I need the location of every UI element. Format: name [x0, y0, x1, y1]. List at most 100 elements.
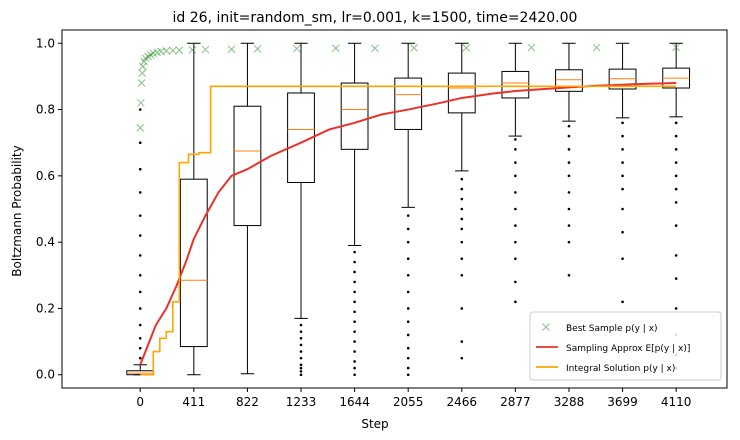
outlier-point	[621, 161, 624, 164]
outlier-point	[138, 254, 142, 257]
outlier-point	[514, 240, 517, 244]
x-tick-label: 4110	[661, 395, 692, 409]
y-tick-label: 0.4	[36, 235, 55, 249]
outlier-point	[514, 207, 517, 211]
outlier-point	[567, 124, 571, 128]
outlier-point	[567, 148, 571, 151]
outlier-point	[406, 373, 410, 377]
best-sample-point	[592, 43, 601, 52]
outlier-point	[138, 167, 142, 171]
x-tick-label: 2466	[447, 395, 478, 409]
legend-label-best-sample: Best Sample p(y | x)	[566, 324, 658, 334]
y-tick-label: 0.8	[36, 103, 55, 117]
box	[233, 105, 262, 227]
best-sample-point	[527, 43, 536, 52]
outlier-point	[514, 257, 517, 261]
best-sample-point	[462, 44, 471, 52]
boxplot	[501, 42, 530, 137]
outlier-point	[621, 207, 624, 211]
outlier-point	[674, 307, 678, 310]
outlier-point	[406, 227, 410, 231]
boxplot	[662, 42, 691, 118]
best-sample-point	[168, 46, 177, 55]
boxplot	[555, 42, 583, 122]
outlier-point	[299, 323, 303, 327]
best-sample-point	[292, 44, 301, 53]
outlier-point	[567, 161, 571, 164]
outlier-point	[674, 224, 678, 227]
boxplot	[126, 364, 155, 376]
x-axis-label: Step	[361, 417, 388, 431]
best-sample-point	[410, 44, 418, 52]
outlier-point	[674, 254, 678, 257]
outlier-point	[674, 134, 678, 138]
outlier-point	[460, 340, 464, 343]
outlier-point	[567, 207, 571, 211]
outlier-point	[138, 307, 142, 310]
best-sample-point	[136, 123, 145, 132]
outlier-point	[514, 148, 517, 151]
outlier-point	[460, 356, 464, 360]
outlier-point	[299, 373, 303, 377]
outlier-point	[138, 290, 142, 294]
x-axis: 0 411 822 1233 1644 2055 2466 2877 3288 3699 4110	[136, 388, 691, 409]
outlier-point	[406, 257, 410, 261]
outlier-point	[353, 250, 356, 254]
outlier-point	[406, 346, 410, 350]
x-tick-label: 3288	[554, 395, 585, 409]
outlier-point	[460, 207, 464, 211]
outlier-point	[621, 134, 624, 138]
outlier-point	[138, 191, 142, 194]
outlier-point	[353, 340, 356, 343]
outlier-point	[460, 240, 464, 244]
outlier-point	[299, 366, 303, 370]
boxplot	[179, 42, 208, 376]
outlier-point	[674, 148, 678, 151]
boxplot	[608, 42, 637, 119]
outlier-point	[353, 300, 356, 304]
box	[555, 69, 583, 92]
x-tick-label: 3699	[607, 395, 638, 409]
x-tick-label: 2055	[393, 395, 424, 409]
outlier-point	[674, 161, 678, 164]
outlier-point	[138, 108, 142, 111]
outlier-point	[514, 161, 517, 164]
box	[447, 72, 476, 114]
outlier-point	[353, 330, 356, 333]
outlier-point	[138, 141, 142, 145]
outlier-point	[621, 257, 624, 261]
outlier-point	[460, 257, 464, 261]
best-sample-point	[138, 62, 147, 71]
outlier-point	[138, 273, 142, 277]
y-tick-label: 0.0	[36, 368, 55, 382]
outlier-point	[674, 277, 678, 280]
outlier-point	[138, 323, 142, 327]
x-tick-label: 1644	[339, 395, 370, 409]
outlier-point	[674, 174, 678, 178]
y-tick-label: 0.6	[36, 169, 55, 183]
y-axis: 0.0 0.2 0.4 0.6 0.8 1.0	[36, 36, 62, 382]
legend-box	[529, 311, 722, 381]
outlier-point	[621, 230, 624, 234]
outlier-point	[406, 273, 410, 277]
outlier-point	[621, 187, 624, 191]
boxplot	[447, 42, 476, 172]
outlier-point	[353, 320, 356, 324]
outlier-point	[406, 356, 410, 360]
outlier-point	[621, 174, 624, 178]
outlier-point	[138, 356, 142, 360]
legend: Best Sample p(y | x) Sampling Approx E[p(…	[529, 311, 722, 381]
best-sample-point	[138, 69, 147, 77]
best-sample-point	[542, 323, 550, 331]
outlier-point	[460, 307, 464, 310]
best-sample-point	[331, 44, 340, 53]
boxplot	[394, 42, 423, 208]
plot-marks	[126, 42, 691, 377]
outlier-point	[299, 370, 303, 373]
chart-title: id 26, init=random_sm, lr=0.001, k=1500,…	[173, 10, 578, 26]
outlier-point	[460, 227, 464, 231]
best-sample-point	[137, 79, 146, 87]
plot-frame	[61, 29, 728, 389]
boxplot	[233, 42, 262, 375]
outlier-point	[353, 290, 356, 294]
